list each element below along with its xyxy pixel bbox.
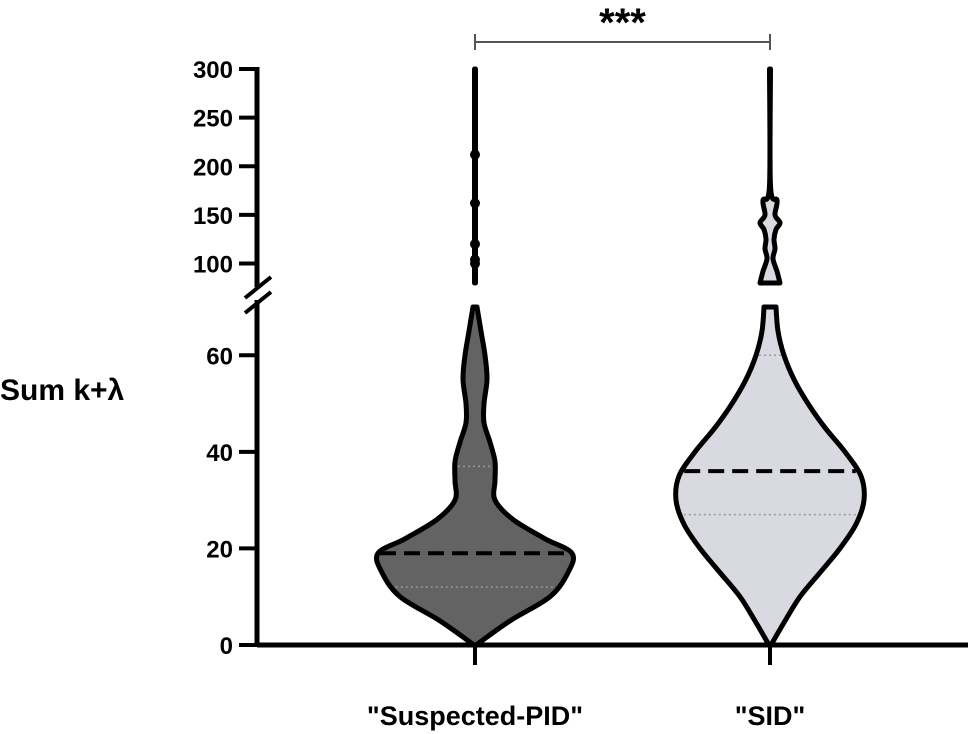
significance-annotation: *** [474, 1, 771, 50]
axes: "Suspected-PID" "SID" 0 20 40 60 100 150 200 250 3… [193, 57, 968, 731]
category-label-1: "SID" [735, 701, 806, 731]
outlier-point-0-2 [470, 239, 480, 250]
lower-violins [374, 304, 867, 648]
violin-upper-1 [757, 66, 783, 286]
violin-lower-0 [374, 304, 576, 648]
y-tick-label: 40 [206, 440, 233, 467]
significance-label: *** [599, 1, 646, 45]
y-tick-label: 100 [193, 252, 233, 279]
outlier-point-0-3 [470, 198, 480, 209]
violin-lower-1 [673, 304, 867, 648]
axis-break-mark [243, 275, 273, 300]
y-tick-label: 300 [193, 57, 233, 84]
y-tick-label: 60 [206, 343, 233, 370]
outlier-point-0-4 [470, 149, 480, 160]
y-tick-label: 150 [193, 203, 233, 230]
y-tick-label: 20 [206, 536, 233, 563]
y-tick-label: 250 [193, 106, 233, 133]
y-axis-label: Sum k+λ [0, 374, 125, 407]
y-tick-label: 200 [193, 154, 233, 181]
violin-upper-0 [471, 66, 479, 286]
upper-violins [470, 66, 783, 286]
axis-break-mark [243, 290, 273, 315]
outlier-point-0-1 [470, 254, 480, 265]
category-label-0: "Suspected-PID" [367, 701, 583, 731]
y-tick-label: 0 [220, 633, 233, 660]
